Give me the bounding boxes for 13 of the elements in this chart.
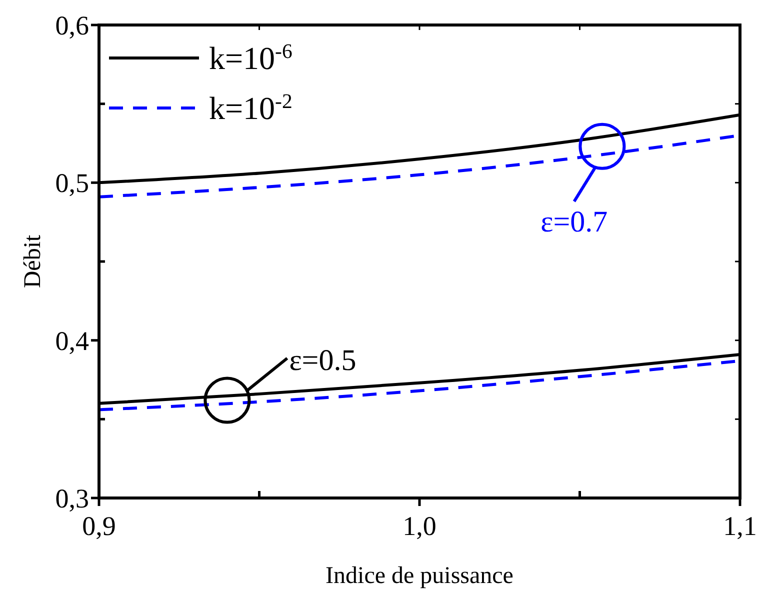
x-tick-label: 1,0: [402, 511, 436, 541]
x-tick-label: 0,9: [82, 511, 116, 541]
x-axis-title: Indice de puissance: [326, 563, 514, 589]
legend-label: k=10$^{-2}$: [209, 90, 292, 126]
y-tick-label: 0,3: [55, 483, 89, 514]
annotation: ε=0.5: [289, 344, 356, 378]
y-axis-title: Débit: [20, 234, 46, 288]
annotation: ε=0.7: [540, 205, 608, 238]
y-tick-label: 0,4: [55, 326, 90, 356]
y-tick-label: 0,6: [55, 10, 89, 40]
y-tick-label: 0,5: [55, 168, 89, 198]
legend-label: k=10$^{-6}$: [209, 40, 292, 76]
x-tick-label: 1,1: [723, 511, 757, 541]
